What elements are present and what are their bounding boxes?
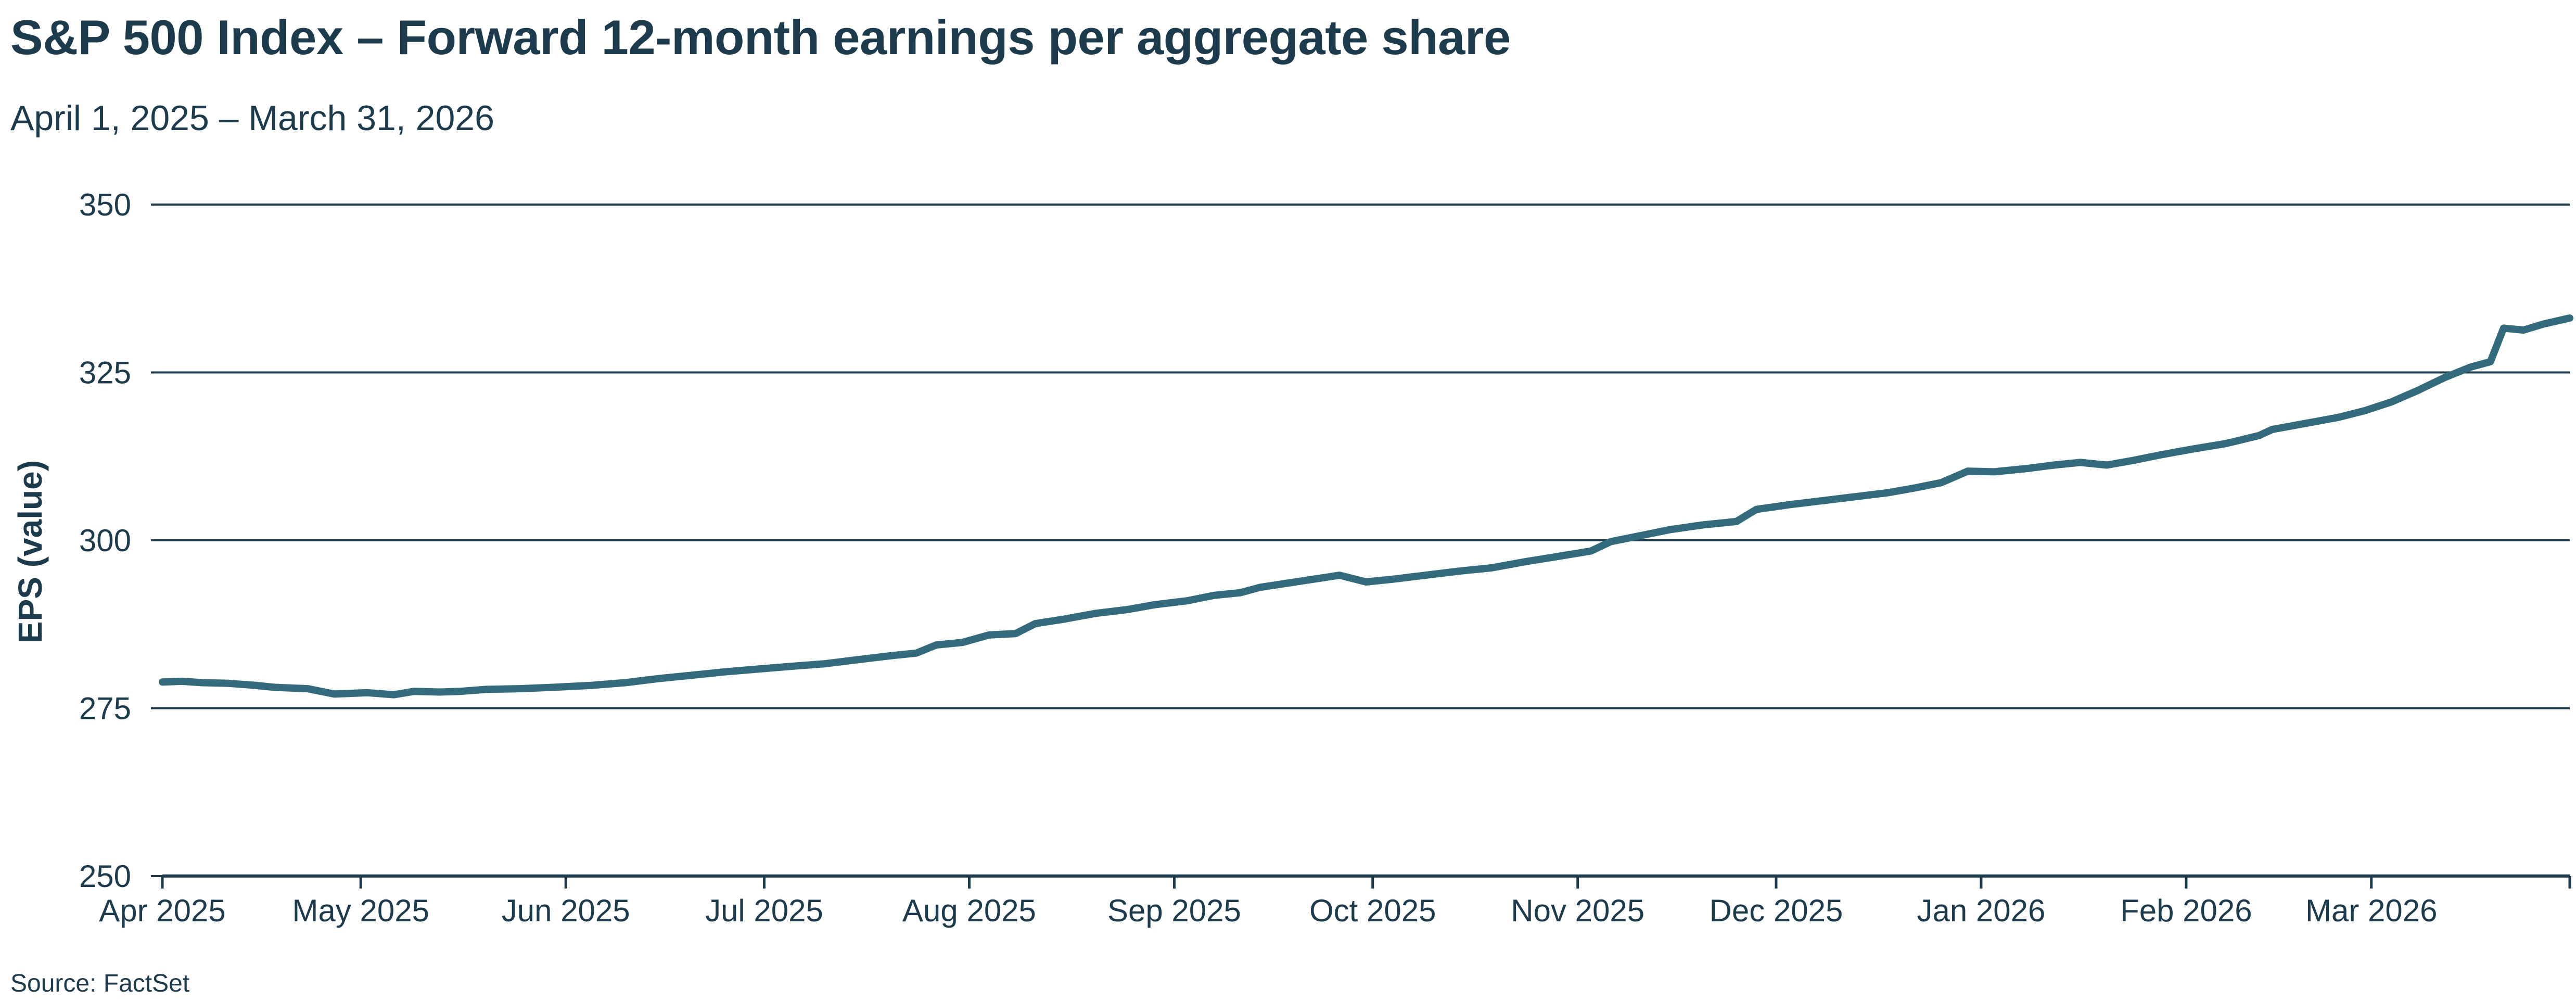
x-tick-label: Jan 2026 [1917, 893, 2045, 928]
series-layer [159, 314, 2573, 699]
x-tick-label: Dec 2025 [1710, 893, 1843, 928]
y-tick-label: 350 [79, 187, 131, 222]
gridlines [162, 204, 2570, 709]
chart-title: S&P 500 Index – Forward 12-month earning… [10, 10, 1511, 65]
x-tick-label: Feb 2026 [2120, 893, 2252, 928]
y-tick-label: 250 [79, 859, 131, 894]
source-note: Source: FactSet [10, 970, 190, 997]
y-tick-label: 275 [79, 691, 131, 726]
chart-subtitle: April 1, 2025 – March 31, 2026 [10, 98, 494, 138]
eps-series-line [159, 314, 2573, 699]
x-tick-label: Sep 2025 [1107, 893, 1241, 928]
x-tick-label: Oct 2025 [1309, 893, 1436, 928]
x-tick-label: Jul 2025 [705, 893, 823, 928]
x-tick-label: May 2025 [292, 893, 430, 928]
x-axis: Apr 2025 May 2025 Jun 2025 Jul 2025 Aug 2025… [99, 874, 2571, 928]
x-tick-label: Mar 2026 [2305, 893, 2437, 928]
y-tick-label: 300 [79, 523, 131, 558]
x-tick-label: Jun 2025 [502, 893, 630, 928]
y-axis-ticks: 250 275 300 325 350 [79, 187, 162, 894]
x-tick-label: Aug 2025 [902, 893, 1036, 928]
x-tick-label: Nov 2025 [1511, 893, 1644, 928]
x-tick-label: Apr 2025 [99, 893, 226, 928]
y-axis-label: EPS (value) [11, 460, 49, 643]
y-tick-label: 325 [79, 356, 131, 390]
